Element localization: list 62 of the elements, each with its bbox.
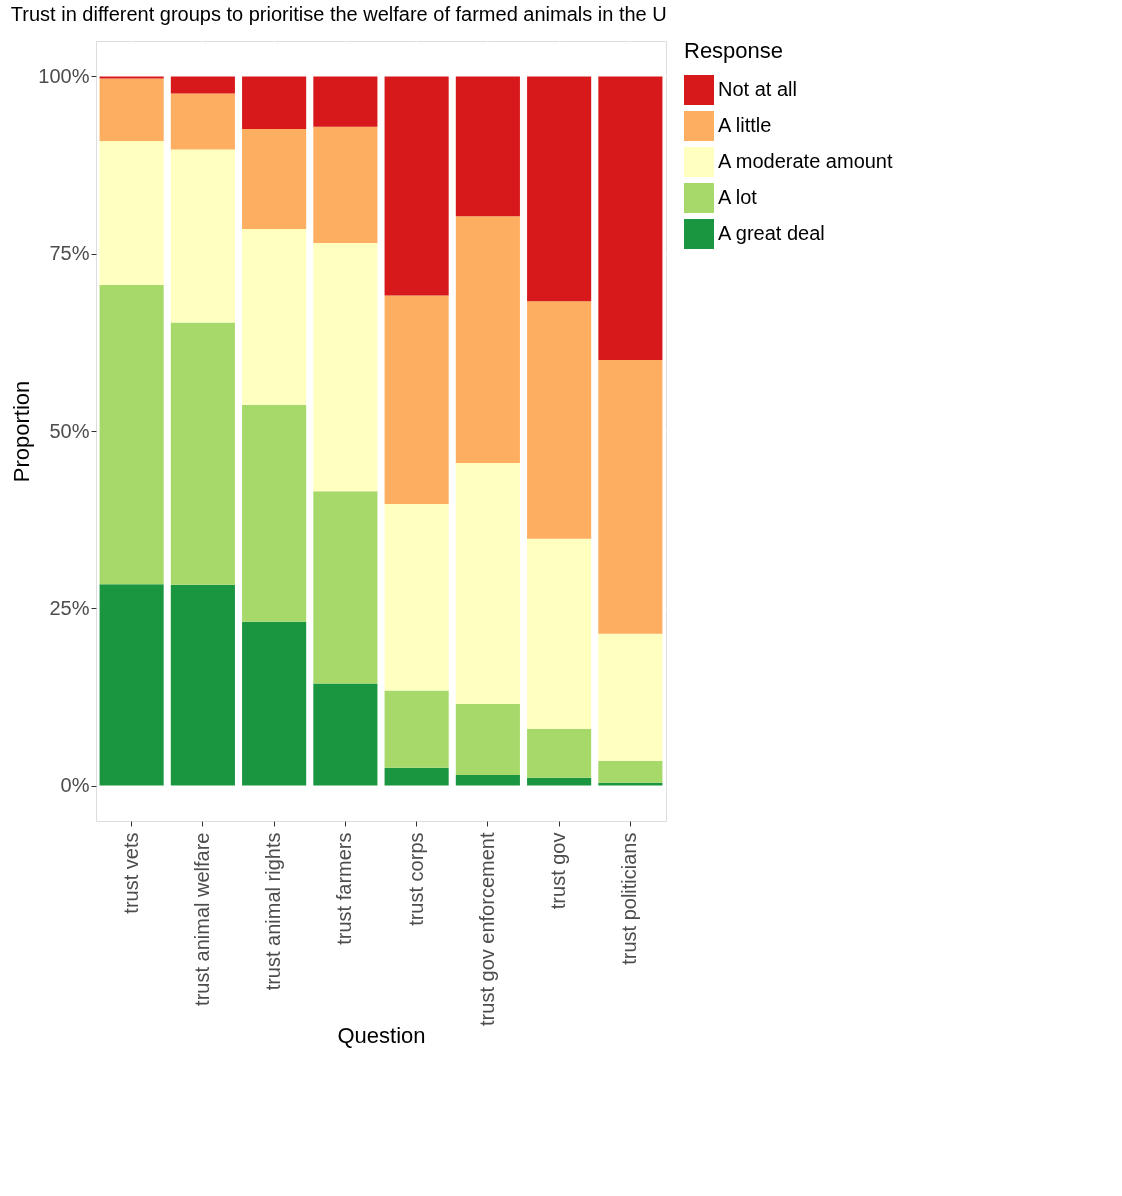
bar <box>455 774 520 786</box>
bar <box>527 777 592 786</box>
y-tick-label: 100% <box>38 64 90 87</box>
bar <box>242 404 307 622</box>
x-axis-title: Question <box>337 1022 426 1048</box>
bar <box>99 78 164 141</box>
bar <box>313 491 378 684</box>
bar <box>598 782 663 786</box>
bar <box>99 284 164 585</box>
bar <box>384 295 449 505</box>
bar <box>99 76 164 79</box>
bar <box>598 360 663 634</box>
bar <box>527 538 592 729</box>
bar <box>170 93 235 150</box>
x-tick-label: trust animal rights <box>262 832 285 991</box>
bar <box>527 76 592 302</box>
x-tick-label: trust gov <box>547 832 570 910</box>
bar <box>170 149 235 323</box>
bar <box>242 76 307 129</box>
x-tick-label: trust corps <box>404 832 427 926</box>
bar <box>99 584 164 786</box>
bar <box>384 76 449 296</box>
bar <box>313 126 378 244</box>
bar <box>598 760 663 783</box>
bar <box>384 690 449 768</box>
legend-label: A moderate amount <box>718 150 893 172</box>
bar <box>455 76 520 217</box>
legend-label: A little <box>718 114 772 136</box>
chart-title: Trust in different groups to prioritise the welfare of farmed animals in the U <box>10 3 667 25</box>
bar <box>242 128 307 229</box>
legend-label: A lot <box>718 186 758 208</box>
bar <box>313 243 378 492</box>
bar <box>598 76 663 361</box>
legend-label: Not at all <box>718 78 797 100</box>
bar <box>384 767 449 786</box>
y-tick-label: 0% <box>60 774 90 797</box>
y-tick-label: 25% <box>49 596 90 619</box>
x-tick-label: trust politicians <box>618 832 641 965</box>
legend-label: A great deal <box>718 222 825 244</box>
bar <box>99 140 164 285</box>
x-tick-label: trust animal welfare <box>190 832 213 1006</box>
bar <box>384 504 449 691</box>
x-tick-label: trust farmers <box>333 832 356 945</box>
bar <box>455 462 520 704</box>
y-tick-label: 75% <box>49 242 90 265</box>
bar <box>313 683 378 786</box>
bar <box>170 584 235 786</box>
bar <box>242 621 307 786</box>
y-tick-label: 50% <box>49 419 90 442</box>
bar <box>313 76 378 127</box>
bar <box>242 228 307 405</box>
bar <box>170 76 235 94</box>
bar <box>455 216 520 463</box>
x-tick-label: trust gov enforcement <box>475 832 498 1026</box>
bar <box>455 704 520 775</box>
x-tick-label: trust vets <box>119 832 142 914</box>
bar <box>170 322 235 585</box>
bar <box>598 633 663 761</box>
legend-title: Response <box>684 38 784 63</box>
bar <box>527 301 592 539</box>
y-axis-title: Proportion <box>9 380 35 483</box>
bar <box>527 728 592 778</box>
